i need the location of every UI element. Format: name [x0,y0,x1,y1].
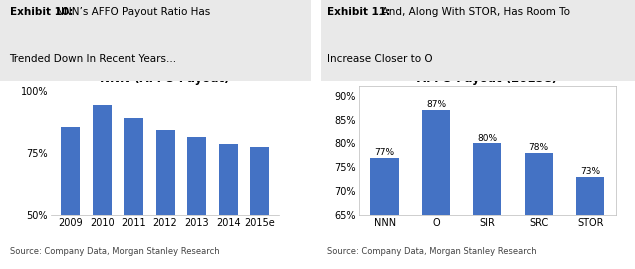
Bar [422,110,450,269]
Bar [187,137,206,269]
Text: Source: Company Data, Morgan Stanley Research: Source: Company Data, Morgan Stanley Res… [10,247,219,256]
Bar [218,144,237,269]
Text: …And, Along With STOR, Has Room To: …And, Along With STOR, Has Room To [368,7,570,17]
Bar [124,118,143,269]
Text: Trended Down In Recent Years...: Trended Down In Recent Years... [10,54,177,64]
Bar [250,147,269,269]
Text: NNN’s AFFO Payout Ratio Has: NNN’s AFFO Payout Ratio Has [53,7,210,17]
Bar [473,143,502,269]
Text: Exhibit 10:: Exhibit 10: [10,7,73,17]
Text: Increase Closer to O: Increase Closer to O [327,54,432,64]
Bar [370,158,399,269]
Text: 78%: 78% [529,143,549,152]
Text: 77%: 77% [375,148,395,157]
Text: 87%: 87% [426,100,446,109]
Bar [93,105,112,269]
Text: 80%: 80% [478,133,497,143]
Bar [61,127,80,269]
Title: AFFO Payout (2015e): AFFO Payout (2015e) [417,72,558,85]
Title: NNN (AFFO Payout): NNN (AFFO Payout) [100,72,230,85]
Text: 73%: 73% [580,167,600,176]
Text: Exhibit 11:: Exhibit 11: [327,7,391,17]
Bar [576,177,605,269]
Bar [156,130,175,269]
Bar [525,153,553,269]
Text: Source: Company Data, Morgan Stanley Research: Source: Company Data, Morgan Stanley Res… [327,247,537,256]
